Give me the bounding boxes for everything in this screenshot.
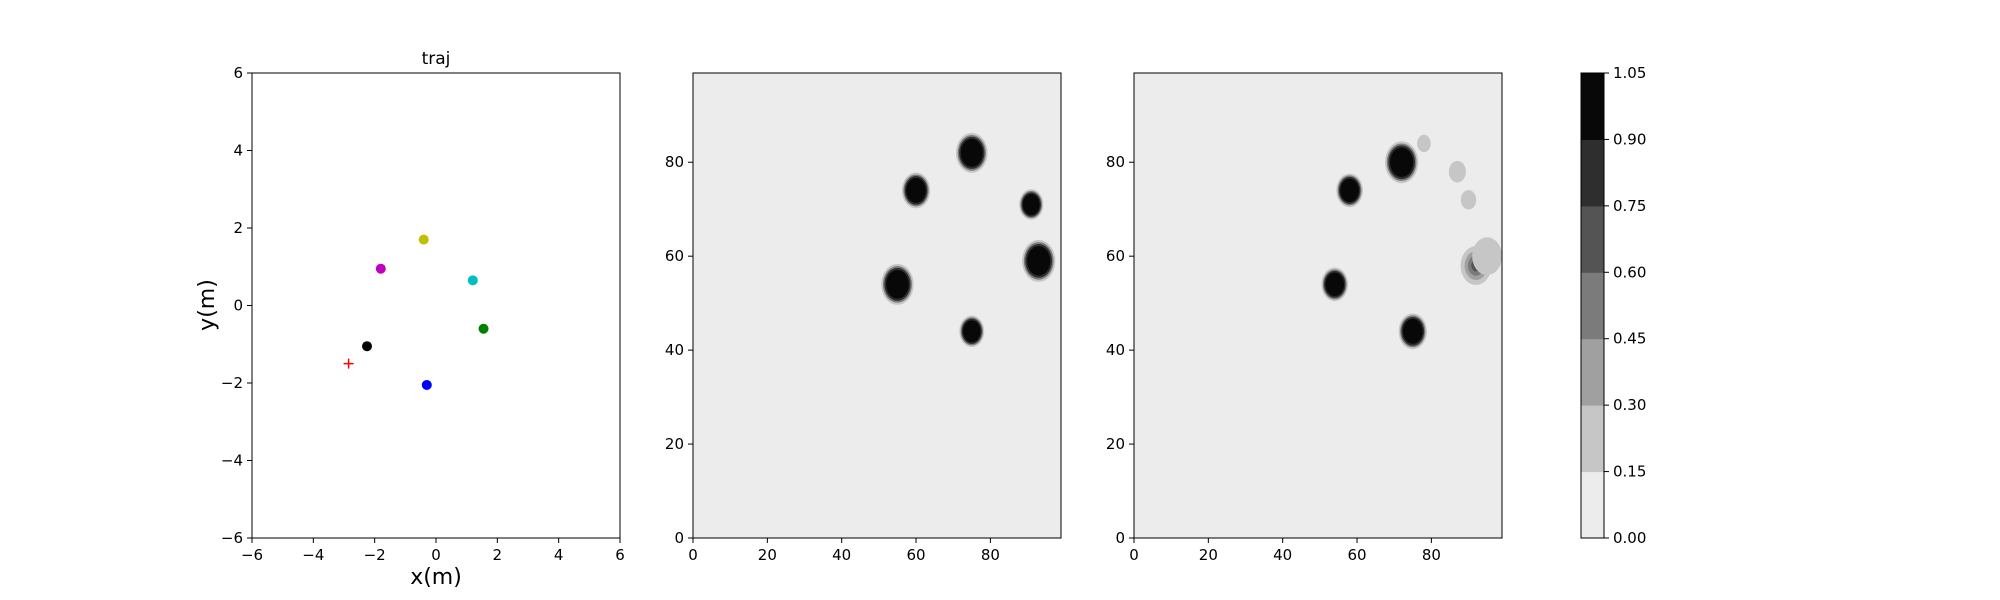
y-tick-label: 60: [665, 247, 684, 265]
y-tick-label: −6: [221, 529, 243, 547]
y-tick-label: 0: [233, 297, 243, 315]
occupancy-blob: [1019, 189, 1044, 220]
colorbar-frame: [1580, 72, 1605, 539]
colorbar-tick-label: 1.05: [1613, 64, 1646, 82]
colorbar-band: [1581, 205, 1604, 273]
colorbar-band: [1581, 272, 1604, 340]
colorbar-band: [1581, 139, 1604, 207]
colorbar-tick-label: 0.60: [1613, 263, 1646, 281]
x-tick-label: −2: [364, 546, 386, 564]
traj-panel: traj −6 −4 −2 0 2 4 6 −6 −4 −2 0 2 4 6 x(m) y(m): [195, 49, 625, 590]
x-tick-label: 40: [832, 546, 851, 564]
occupancy-blob: [1336, 173, 1363, 208]
occupancy-blob: [959, 315, 985, 348]
agent-point: [467, 275, 478, 286]
y-tick-label: 40: [1106, 341, 1125, 359]
occupancy-blob: [901, 172, 931, 209]
agent-point: [478, 323, 489, 334]
occupancy-blob: [1448, 160, 1466, 183]
colorbar-tick-label: 0.90: [1613, 130, 1646, 148]
occupancy-blob: [1460, 190, 1477, 210]
colorbar-tick-label: 0.45: [1613, 330, 1646, 348]
x-tick-label: 20: [1199, 546, 1218, 564]
occupancy-blob: [1417, 134, 1431, 153]
estimated-map-background: [1134, 73, 1502, 538]
occupancy-blob: [1472, 237, 1503, 276]
x-tick-label: 0: [1129, 546, 1139, 564]
x-tick-label: 60: [906, 546, 925, 564]
colorbar-band: [1581, 338, 1604, 406]
x-tick-label: 20: [758, 546, 777, 564]
y-tick-label: 2: [233, 219, 243, 237]
estimated-map-blobs: [1321, 134, 1503, 350]
traj-plot-area: [252, 73, 620, 538]
x-tick-label: 6: [615, 546, 625, 564]
y-tick-label: 0: [1115, 529, 1125, 547]
x-tick-label: −6: [241, 546, 263, 564]
y-tick-label: 80: [1106, 153, 1125, 171]
occupancy-blob: [1022, 239, 1056, 282]
truth-map-background: [693, 73, 1061, 538]
x-tick-label: 40: [1273, 546, 1292, 564]
x-tick-label: 2: [493, 546, 503, 564]
x-tick-label: 0: [431, 546, 441, 564]
agent-point: [421, 379, 432, 390]
traj-x-axis-label: x(m): [410, 565, 462, 590]
occupancy-blob: [955, 132, 988, 173]
occupancy-blob: [1321, 267, 1349, 302]
estimated-map-frame: [1133, 72, 1503, 539]
truth-map-blobs: [881, 132, 1056, 348]
y-tick-label: 20: [665, 435, 684, 453]
x-tick-label: 80: [1422, 546, 1441, 564]
colorbar-tick-label: 0.75: [1613, 197, 1646, 215]
traj-x-ticks: −6 −4 −2 0 2 4 6: [241, 538, 625, 564]
colorbar-tick-label: 0.15: [1613, 463, 1646, 481]
x-tick-label: 60: [1347, 546, 1366, 564]
agent-point: [375, 263, 386, 274]
occupancy-blob: [1398, 313, 1427, 350]
y-tick-label: 4: [233, 142, 243, 160]
truth-map-y-ticks: 0 20 40 60 80: [665, 153, 693, 547]
y-tick-label: 60: [1106, 247, 1125, 265]
colorbar-band: [1581, 405, 1604, 473]
estimated-map-x-ticks: 0 20 40 60 80: [1129, 538, 1441, 564]
x-tick-label: 80: [981, 546, 1000, 564]
truth-map-frame: [692, 72, 1062, 539]
y-tick-label: 0: [674, 529, 684, 547]
x-tick-label: −4: [302, 546, 324, 564]
colorbar-band: [1581, 471, 1604, 539]
y-tick-label: −4: [221, 452, 243, 470]
y-tick-label: 40: [665, 341, 684, 359]
start-marker: [343, 358, 354, 369]
y-tick-label: −2: [221, 374, 243, 392]
traj-title: traj: [422, 49, 451, 69]
x-tick-label: 4: [554, 546, 564, 564]
traj-y-axis-label: y(m): [195, 279, 220, 331]
colorbar-band: [1581, 73, 1604, 140]
estimated-map-panel: 0 20 40 60 80 0 20 40 60 80: [1106, 72, 1503, 564]
x-tick-label: 0: [688, 546, 698, 564]
y-tick-label: 20: [1106, 435, 1125, 453]
colorbar-bands: [1581, 73, 1604, 539]
colorbar: 0.00 0.15 0.30 0.45 0.60 0.75 0.90 1.05: [1580, 64, 1646, 547]
truth-map-panel: 0 20 40 60 80 0 20 40 60 80: [665, 72, 1062, 564]
colorbar-tick-label: 0.00: [1613, 529, 1646, 547]
y-tick-label: 6: [233, 64, 243, 82]
agent-point: [362, 341, 372, 352]
traj-points: [343, 234, 489, 390]
colorbar-tick-label: 0.30: [1613, 396, 1646, 414]
occupancy-blob: [881, 263, 914, 305]
agent-point: [418, 234, 429, 245]
traj-y-ticks: −6 −4 −2 0 2 4 6: [221, 64, 252, 547]
occupancy-blob: [1384, 141, 1419, 184]
truth-map-x-ticks: 0 20 40 60 80: [688, 538, 1000, 564]
y-tick-label: 80: [665, 153, 684, 171]
colorbar-ticks: 0.00 0.15 0.30 0.45 0.60 0.75 0.90 1.05: [1604, 64, 1646, 547]
estimated-map-y-ticks: 0 20 40 60 80: [1106, 153, 1134, 547]
